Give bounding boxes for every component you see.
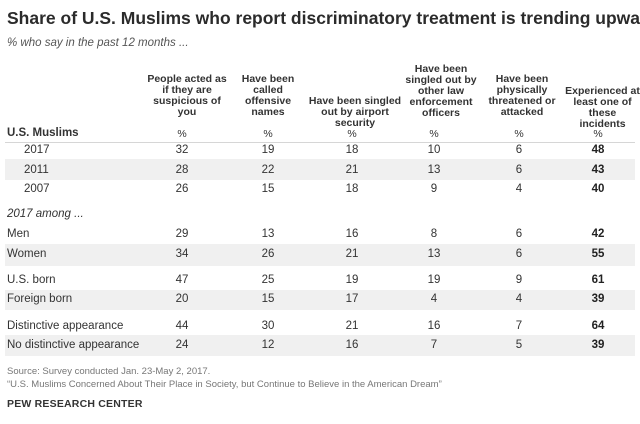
row-label: 2017 [24, 144, 50, 156]
table-cell: 18 [345, 183, 359, 195]
row-label: Women [7, 248, 47, 260]
table-cell: 9 [515, 274, 523, 286]
table-cell: 20 [175, 293, 189, 305]
table-cell: 17 [345, 293, 359, 305]
table-cell: 22 [261, 164, 275, 176]
table-cell: 47 [175, 274, 189, 286]
column-header: Experienced at least one of these incide… [565, 85, 640, 130]
chart-title: Share of U.S. Muslims who report discrim… [7, 8, 640, 28]
row-label: 2011 [24, 164, 49, 176]
column-header: Have been physically threatened or attac… [488, 73, 556, 118]
table-cell: 7 [515, 320, 523, 332]
table-cell: 40 [591, 183, 605, 195]
table-cell: 13 [427, 248, 441, 260]
table-cell: 13 [261, 228, 275, 240]
row-label: Distinctive appearance [7, 320, 124, 332]
pct-symbol: % [429, 128, 439, 140]
table-cell: 19 [427, 274, 441, 286]
row-shade [5, 335, 635, 356]
table-cell: 34 [175, 248, 189, 260]
pct-symbol: % [263, 128, 273, 140]
table-cell: 44 [175, 320, 189, 332]
table-cell: 16 [345, 228, 359, 240]
table-cell: 6 [515, 228, 523, 240]
table-cell: 12 [261, 339, 275, 351]
table-cell: 39 [591, 339, 605, 351]
table-cell: 8 [430, 228, 438, 240]
table-divider [5, 142, 635, 143]
table-cell: 16 [427, 320, 441, 332]
table-cell: 30 [261, 320, 275, 332]
table-cell: 16 [345, 339, 359, 351]
pct-symbol: % [177, 128, 187, 140]
section-label-2017-among: 2017 among ... [7, 208, 84, 220]
table-cell: 6 [515, 248, 523, 260]
row-label: Foreign born [7, 293, 73, 305]
table-cell: 26 [261, 248, 275, 260]
table-cell: 55 [591, 248, 605, 260]
table-cell: 4 [430, 293, 438, 305]
table-cell: 48 [591, 144, 605, 156]
report-title: “U.S. Muslims Concerned About Their Plac… [7, 379, 442, 390]
column-header: Have been singled out by airport securit… [308, 95, 402, 129]
table-cell: 32 [175, 144, 189, 156]
row-label: 2007 [24, 183, 50, 195]
row-label: Men [7, 228, 30, 240]
brand-logo-text: PEW RESEARCH CENTER [7, 398, 143, 410]
table-cell: 19 [345, 274, 359, 286]
row-shade [5, 244, 635, 266]
table-cell: 21 [345, 320, 359, 332]
table-cell: 18 [345, 144, 359, 156]
table-cell: 6 [515, 144, 523, 156]
row-shade [5, 290, 635, 310]
row-label: No distinctive appearance [7, 339, 140, 351]
source-note: Source: Survey conducted Jan. 23-May 2, … [7, 366, 211, 377]
table-cell: 6 [515, 164, 523, 176]
column-header: Have been singled out by other law enfor… [405, 63, 477, 119]
table-cell: 21 [345, 164, 359, 176]
table-cell: 7 [430, 339, 438, 351]
table-cell: 15 [261, 183, 275, 195]
table-cell: 19 [261, 144, 275, 156]
table-cell: 4 [515, 293, 523, 305]
table-cell: 25 [261, 274, 275, 286]
table-cell: 15 [261, 293, 275, 305]
table-cell: 42 [591, 228, 605, 240]
table-cell: 21 [345, 248, 359, 260]
row-shade [5, 159, 635, 180]
table-cell: 4 [515, 183, 523, 195]
table-cell: 29 [175, 228, 189, 240]
pct-symbol: % [347, 128, 357, 140]
table-cell: 26 [175, 183, 189, 195]
column-header: People acted as if they are suspicious o… [147, 73, 227, 118]
pct-symbol: % [514, 128, 524, 140]
section-label-us-muslims: U.S. Muslims [7, 127, 79, 139]
pct-symbol: % [593, 128, 603, 140]
table-cell: 28 [175, 164, 189, 176]
table-cell: 24 [175, 339, 189, 351]
table-cell: 43 [591, 164, 605, 176]
table-cell: 64 [591, 320, 605, 332]
table-cell: 5 [515, 339, 523, 351]
column-header: Have been called offensive names [241, 73, 295, 118]
chart-subtitle: % who say in the past 12 months ... [7, 37, 189, 49]
table-cell: 13 [427, 164, 441, 176]
row-label: U.S. born [7, 274, 56, 286]
table-cell: 61 [591, 274, 605, 286]
table-cell: 10 [427, 144, 441, 156]
table-cell: 9 [430, 183, 438, 195]
table-cell: 39 [591, 293, 605, 305]
